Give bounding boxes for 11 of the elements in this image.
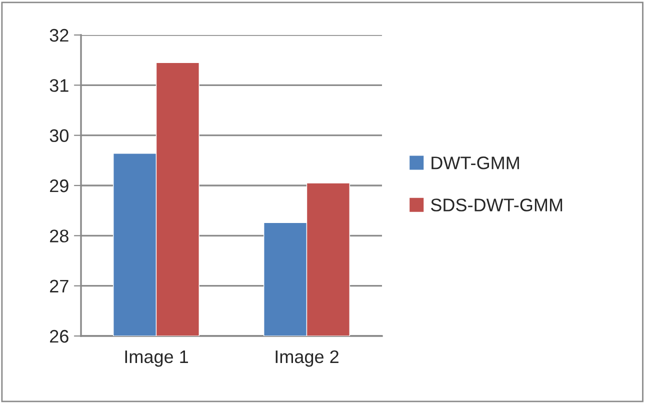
x-tick-label: Image 2 xyxy=(276,350,338,367)
y-tick-label: 27 xyxy=(50,280,68,292)
y-tick-label: 29 xyxy=(50,179,68,192)
legend-label: SDS-DWT-GMM xyxy=(430,198,562,212)
legend-label: DWT-GMM xyxy=(432,156,519,170)
y-tick-label: 31 xyxy=(50,79,68,92)
y-tick-label: 30 xyxy=(50,129,68,142)
y-tick-label: 26 xyxy=(50,330,68,343)
x-tick-label: Image 1 xyxy=(125,350,188,367)
y-tick-label: 32 xyxy=(50,28,68,42)
y-tick-label: 28 xyxy=(50,230,68,242)
